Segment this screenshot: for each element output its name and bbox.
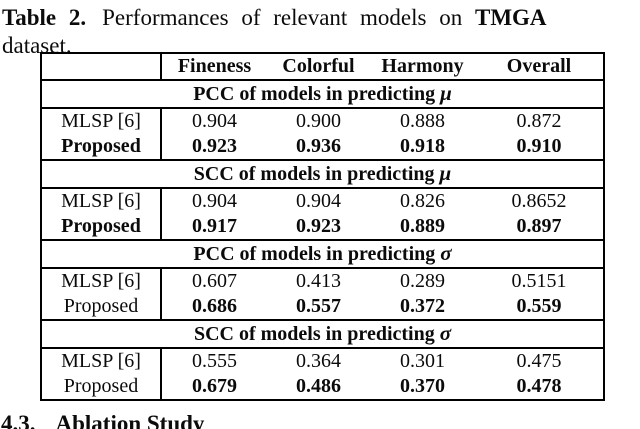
table-row: Proposed 0.923 0.936 0.918 0.910 bbox=[41, 134, 604, 160]
metric-value: 0.904 bbox=[192, 110, 237, 132]
metric-value: 0.872 bbox=[516, 110, 562, 132]
section-title-pcc-sigma: PCC of models in predicting σ bbox=[41, 239, 604, 269]
metric-value: 0.372 bbox=[400, 295, 445, 317]
model-label: MLSP [6] bbox=[41, 108, 162, 134]
column-header-fineness: Fineness bbox=[161, 53, 267, 81]
metric-value: 0.475 bbox=[516, 350, 562, 372]
column-header-harmony: Harmony bbox=[370, 53, 475, 81]
model-label: Proposed bbox=[41, 374, 162, 400]
section-header-row: PCC of models in predicting μ bbox=[41, 79, 604, 109]
table-row: Proposed 0.686 0.557 0.372 0.559 bbox=[41, 294, 604, 320]
metric-value: 0.478 bbox=[516, 375, 562, 397]
metric-value: 0.889 bbox=[400, 215, 445, 237]
greek-symbol: σ bbox=[440, 241, 452, 265]
metric-value: 0.923 bbox=[192, 135, 237, 157]
metric-value: 0.686 bbox=[192, 295, 237, 317]
table-row: MLSP [6] 0.904 0.904 0.826 0.8652 bbox=[41, 188, 604, 214]
table-caption-label: Table 2. bbox=[2, 5, 87, 30]
section-title-pcc-mu: PCC of models in predicting μ bbox=[41, 79, 604, 109]
section-title-scc-mu: SCC of models in predicting μ bbox=[41, 159, 604, 189]
metric-value: 0.413 bbox=[296, 270, 341, 292]
table-header-row: Fineness Colorful Harmony Overall bbox=[41, 53, 604, 81]
column-header-overall: Overall bbox=[475, 53, 604, 81]
metric-value: 0.301 bbox=[400, 350, 445, 372]
metric-value: 0.364 bbox=[296, 350, 341, 372]
metric-value: 0.918 bbox=[400, 135, 445, 157]
section-heading-text: Ablation Study bbox=[55, 411, 205, 429]
table-row: MLSP [6] 0.555 0.364 0.301 0.475 bbox=[41, 348, 604, 374]
table-row: MLSP [6] 0.904 0.900 0.888 0.872 bbox=[41, 108, 604, 134]
metric-value: 0.910 bbox=[516, 135, 562, 157]
table-row: MLSP [6] 0.607 0.413 0.289 0.5151 bbox=[41, 268, 604, 294]
section-header-row: PCC of models in predicting σ bbox=[41, 239, 604, 269]
metric-value: 0.897 bbox=[516, 215, 562, 237]
metric-value: 0.559 bbox=[516, 295, 562, 317]
model-label: MLSP [6] bbox=[41, 268, 162, 294]
section-heading-ablation-study: 4.3. Ablation Study bbox=[1, 411, 204, 429]
metric-value: 0.936 bbox=[296, 135, 341, 157]
metric-value: 0.900 bbox=[296, 110, 341, 132]
greek-symbol: σ bbox=[439, 321, 452, 345]
metric-value: 0.607 bbox=[192, 270, 237, 292]
metric-value: 0.370 bbox=[400, 375, 445, 397]
table-caption-dataset: TMGA bbox=[474, 5, 547, 30]
table-caption: Table 2. Performances of relevant models … bbox=[2, 4, 640, 32]
section-number: 4.3. bbox=[1, 411, 36, 429]
header-empty-cell bbox=[41, 53, 162, 81]
greek-symbol: μ bbox=[439, 161, 452, 185]
model-label: MLSP [6] bbox=[41, 348, 162, 374]
model-label: Proposed bbox=[41, 294, 162, 320]
metric-value: 0.486 bbox=[296, 375, 341, 397]
section-title-scc-sigma: SCC of models in predicting σ bbox=[41, 319, 604, 349]
metric-value: 0.904 bbox=[296, 190, 341, 212]
results-table: Fineness Colorful Harmony Overall PCC of… bbox=[40, 52, 605, 401]
metric-value: 0.917 bbox=[192, 215, 237, 237]
table-caption-text: Performances of relevant models on bbox=[102, 5, 463, 30]
metric-value: 0.289 bbox=[400, 270, 445, 292]
model-label: Proposed bbox=[41, 134, 162, 160]
metric-value: 0.555 bbox=[192, 350, 237, 372]
metric-value: 0.888 bbox=[400, 110, 445, 132]
metric-value: 0.904 bbox=[192, 190, 237, 212]
section-header-row: SCC of models in predicting σ bbox=[41, 319, 604, 349]
column-header-colorful: Colorful bbox=[267, 53, 370, 81]
table-row: Proposed 0.917 0.923 0.889 0.897 bbox=[41, 214, 604, 240]
model-label: Proposed bbox=[41, 214, 162, 240]
section-header-row: SCC of models in predicting μ bbox=[41, 159, 604, 189]
metric-value: 0.8652 bbox=[511, 190, 567, 212]
metric-value: 0.5151 bbox=[511, 270, 567, 292]
metric-value: 0.557 bbox=[296, 295, 341, 317]
metric-value: 0.923 bbox=[296, 215, 341, 237]
greek-symbol: μ bbox=[440, 81, 452, 105]
table-row: Proposed 0.679 0.486 0.370 0.478 bbox=[41, 374, 604, 400]
metric-value: 0.679 bbox=[192, 375, 237, 397]
metric-value: 0.826 bbox=[400, 190, 445, 212]
model-label: MLSP [6] bbox=[41, 188, 162, 214]
